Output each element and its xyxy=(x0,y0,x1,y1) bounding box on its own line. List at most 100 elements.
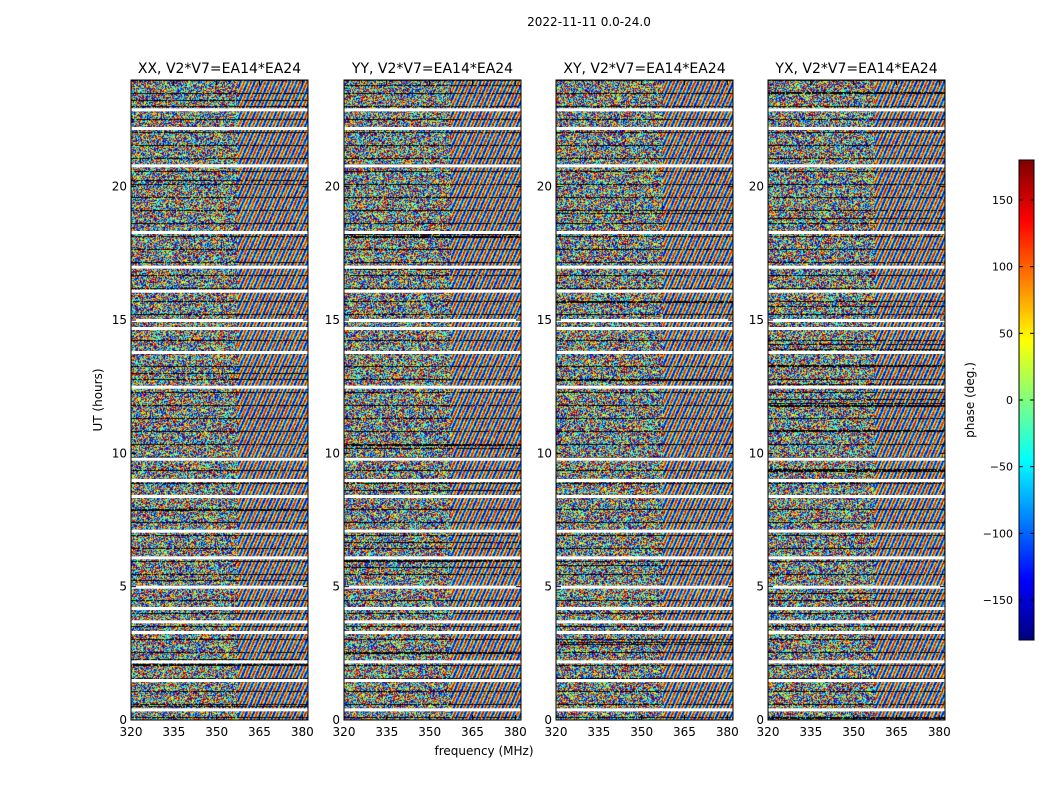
flagged-row xyxy=(131,679,308,682)
flagged-row xyxy=(768,679,945,682)
y-tick-label: 5 xyxy=(332,580,340,594)
y-tick-label: 15 xyxy=(325,313,340,327)
x-tick-label: 365 xyxy=(885,725,908,739)
flagged-row xyxy=(344,479,521,482)
phase-heatmap-yy xyxy=(344,80,521,720)
y-tick-label: 5 xyxy=(119,580,127,594)
phase-heatmap-xx xyxy=(131,80,308,720)
flagged-row xyxy=(556,708,733,712)
flagged-row xyxy=(556,620,733,624)
x-tick-label: 320 xyxy=(120,725,143,739)
flagged-row xyxy=(131,289,308,293)
flagged-row xyxy=(344,127,521,130)
flagged-row xyxy=(768,556,945,560)
flagged-row xyxy=(344,164,521,168)
panel-frame xyxy=(555,79,734,721)
flagged-row xyxy=(344,529,521,533)
flagged-row xyxy=(131,108,308,112)
flagged-row xyxy=(768,351,945,354)
flagged-row xyxy=(131,327,308,330)
y-tick-label: 0 xyxy=(332,713,340,727)
colorbar-gradient xyxy=(1019,160,1034,640)
flagged-row xyxy=(556,457,733,461)
x-tick-label: 320 xyxy=(333,725,356,739)
flagged-row xyxy=(344,385,521,389)
panel-title: YX, V2*V7=EA14*EA24 xyxy=(774,61,937,77)
x-tick-label: 350 xyxy=(630,725,653,739)
colorbar: −150 −100 −50 0 50 100 150 xyxy=(983,159,1035,641)
x-tick-label: 350 xyxy=(842,725,865,739)
colorbar-label: phase (deg.) xyxy=(963,362,977,438)
flagged-row xyxy=(768,708,945,712)
flagged-row xyxy=(131,708,308,712)
flagged-row xyxy=(131,620,308,624)
y-tick-label: 20 xyxy=(112,180,127,194)
flagged-row xyxy=(556,679,733,682)
figure-title: 2022-11-11 0.0-24.0 xyxy=(527,15,651,29)
x-tick-label: 335 xyxy=(799,725,822,739)
flagged-row xyxy=(556,607,733,610)
flagged-row xyxy=(768,457,945,461)
flagged-row xyxy=(131,556,308,560)
flagged-row xyxy=(131,385,308,389)
x-tick-label: 365 xyxy=(461,725,484,739)
phase-heatmap-yx xyxy=(768,80,945,720)
flagged-row xyxy=(768,289,945,293)
flagged-row xyxy=(768,385,945,389)
flagged-row xyxy=(768,660,945,664)
flagged-row xyxy=(344,108,521,112)
flagged-row xyxy=(131,607,308,610)
panel-xx: XX, V2*V7=EA14*EA24 320 335 350 365 380 0 5 10 15… xyxy=(112,61,314,739)
flagged-row xyxy=(768,327,945,330)
flagged-row xyxy=(131,479,308,482)
y-tick-label: 15 xyxy=(749,313,764,327)
flagged-row xyxy=(131,319,308,322)
flagged-row xyxy=(344,631,521,634)
y-tick-label: 20 xyxy=(537,180,552,194)
flagged-row xyxy=(344,620,521,624)
colorbar-tick-label: 100 xyxy=(992,261,1013,274)
flagged-row xyxy=(768,319,945,322)
y-tick-label: 0 xyxy=(544,713,552,727)
panel-yy: YY, V2*V7=EA14*EA24 320 335 350 365 380 0 5 10 15… xyxy=(325,61,527,739)
y-tick-label: 5 xyxy=(756,580,764,594)
flagged-row xyxy=(556,164,733,168)
y-axis-label: UT (hours) xyxy=(91,368,105,431)
flagged-row xyxy=(344,585,521,589)
flagged-row xyxy=(768,585,945,589)
x-tick-label: 365 xyxy=(673,725,696,739)
colorbar-tick-label: −150 xyxy=(983,594,1013,607)
panel-title: XY, V2*V7=EA14*EA24 xyxy=(563,61,725,77)
flagged-row xyxy=(131,127,308,130)
flagged-row xyxy=(768,495,945,498)
phase-heatmap-xy xyxy=(556,80,733,720)
flagged-row xyxy=(556,231,733,234)
x-tick-label: 350 xyxy=(205,725,228,739)
y-tick-label: 15 xyxy=(112,313,127,327)
panels-group: XX, V2*V7=EA14*EA24 320 335 350 365 380 0 5 10 15… xyxy=(112,61,951,739)
flagged-row xyxy=(556,529,733,533)
flagged-row xyxy=(556,631,733,634)
flagged-row xyxy=(768,265,945,269)
y-tick-label: 15 xyxy=(537,313,552,327)
x-tick-label: 350 xyxy=(418,725,441,739)
flagged-row xyxy=(131,164,308,168)
flagged-row xyxy=(344,289,521,293)
flagged-row xyxy=(131,457,308,461)
flagged-row xyxy=(131,495,308,498)
flagged-row xyxy=(768,108,945,112)
x-tick-label: 320 xyxy=(545,725,568,739)
flagged-row xyxy=(556,585,733,589)
panel-yx: YX, V2*V7=EA14*EA24 320 335 350 365 380 0 5 10 15… xyxy=(749,61,951,739)
flagged-row xyxy=(344,556,521,560)
panel-xy: XY, V2*V7=EA14*EA24 320 335 350 365 380 0 5 10 15… xyxy=(537,61,739,739)
y-tick-label: 10 xyxy=(325,446,340,460)
y-tick-label: 0 xyxy=(119,713,127,727)
flagged-row xyxy=(768,127,945,130)
x-tick-label: 335 xyxy=(587,725,610,739)
x-tick-label: 335 xyxy=(375,725,398,739)
y-tick-label: 10 xyxy=(112,446,127,460)
panel-frame xyxy=(767,79,946,721)
colorbar-tick-label: 50 xyxy=(999,327,1013,340)
